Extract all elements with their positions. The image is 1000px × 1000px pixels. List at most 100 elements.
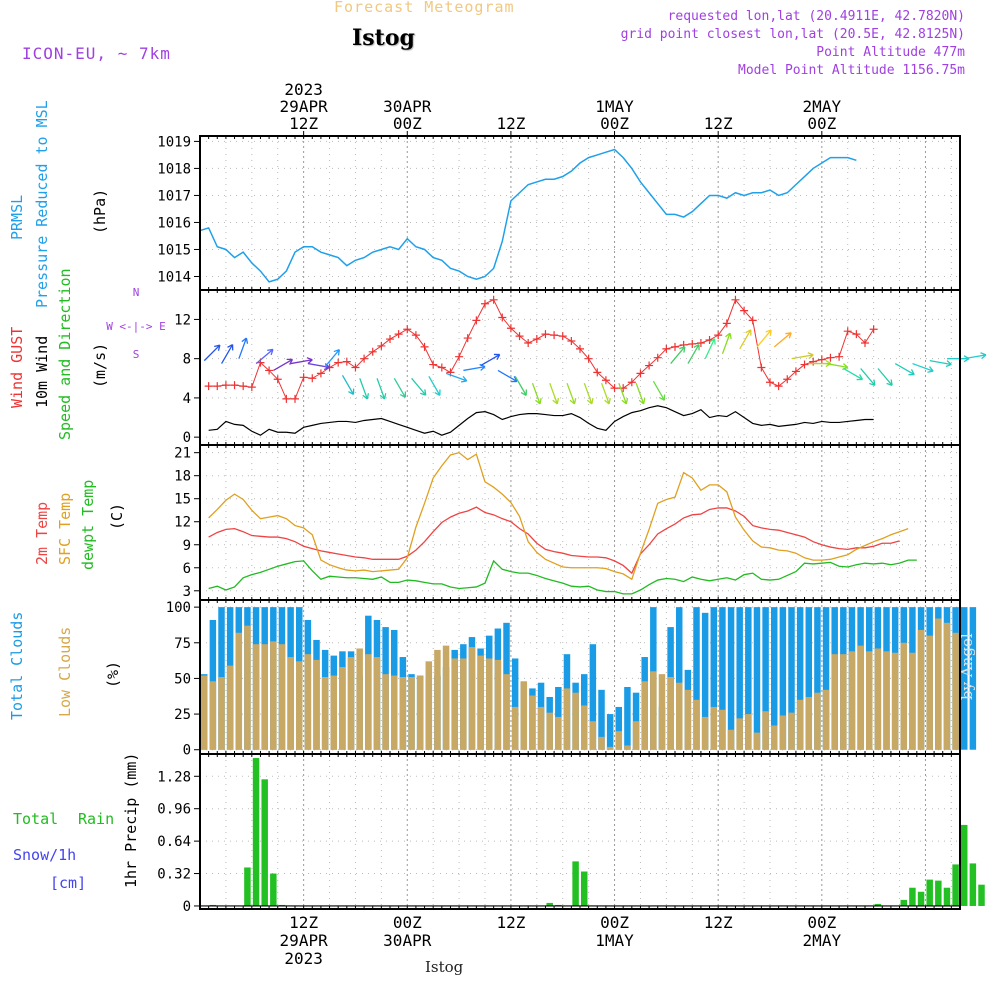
low-cloud-bar: [701, 716, 709, 750]
low-cloud-bar: [658, 674, 666, 750]
wind-direction-arrow: [411, 377, 427, 396]
wind-direction-arrow: [600, 382, 611, 405]
gust-marker: [791, 367, 800, 376]
gust-line: [208, 298, 875, 400]
compass-south: S: [133, 348, 140, 361]
wind-direction-arrow: [428, 376, 441, 396]
gust-marker: [368, 347, 377, 356]
low-cloud-bar: [641, 681, 648, 750]
gust-marker: [714, 331, 723, 340]
wind-line: [208, 405, 874, 436]
rain-bar: [935, 880, 942, 906]
gust-marker: [515, 332, 524, 341]
y-tick-label: 3: [183, 584, 191, 600]
product-title: Forecast Meteogram: [334, 0, 515, 16]
gust-marker: [800, 360, 809, 369]
low-cloud-bar: [563, 688, 571, 750]
wind-direction-arrow: [376, 378, 387, 400]
time-label-bottom: 00Z: [807, 913, 836, 932]
wind-direction-arrow: [255, 348, 274, 365]
low-cloud-bar: [555, 716, 562, 750]
gust-marker: [351, 363, 360, 372]
rain-bar: [270, 873, 277, 906]
total-cloud-bar: [511, 658, 519, 750]
pressure-label: Pressure Reduced to MSL: [33, 100, 51, 308]
low-cloud-bar: [589, 721, 597, 750]
gust-marker: [869, 325, 878, 334]
low-cloud-bar: [883, 651, 890, 750]
gust-marker: [766, 378, 774, 387]
total-cloud-bar: [719, 607, 726, 750]
gust-marker: [567, 337, 576, 346]
total-cloud-bar: [779, 607, 787, 750]
low-cloud-bar: [218, 677, 225, 750]
gust-marker: [627, 378, 636, 387]
gust-marker: [506, 324, 515, 333]
wind-direction-arrow: [618, 382, 629, 405]
low-cloud-bar: [425, 661, 433, 750]
wind-direction-arrow: [307, 362, 331, 371]
wind-direction-arrow: [721, 332, 732, 354]
low-cloud-bar: [874, 648, 882, 750]
y-tick-label: 21: [174, 446, 191, 462]
compass-east-west: W <-|-> E: [106, 320, 166, 333]
temp-unit-label: (C): [108, 503, 126, 530]
requested-coords: requested lon,lat (20.4911E, 42.7820N): [667, 9, 965, 24]
time-label-top: 2MAY: [803, 97, 842, 116]
gust-marker: [774, 382, 783, 391]
low-cloud-bar: [857, 645, 864, 750]
gust-marker: [835, 352, 844, 361]
rain-bar: [917, 891, 925, 906]
low-cloud-bar: [442, 645, 450, 750]
time-label-top: 2023: [284, 80, 323, 99]
low-cloud-bar: [572, 692, 579, 750]
low-cloud-bar: [235, 632, 243, 750]
y-tick-label: 1015: [157, 242, 191, 258]
rain-bar: [952, 864, 959, 906]
y-tick-label: 12: [174, 312, 191, 328]
gust-marker: [817, 355, 826, 364]
low-cloud-bar: [546, 712, 553, 750]
low-cloud-bar: [209, 681, 217, 750]
low-cloud-bar: [261, 644, 268, 750]
low-cloud-bar: [632, 721, 640, 750]
wind-direction-arrow: [324, 349, 341, 367]
wind-direction-arrow: [238, 337, 249, 359]
y-tick-label: 50: [174, 671, 191, 687]
wind-label: 10m Wind: [33, 336, 51, 408]
low-cloud-bar: [460, 658, 467, 750]
total-cloud-bar: [796, 607, 804, 750]
time-label-top: 00Z: [393, 114, 422, 133]
wind-direction-arrow: [445, 372, 468, 383]
y-tick-label: 8: [183, 352, 191, 368]
low-cloud-bar: [935, 618, 942, 750]
low-cloud-bar: [468, 647, 476, 750]
gust-marker: [221, 381, 230, 390]
gust-marker: [437, 363, 446, 372]
total-cloud-bar: [589, 644, 597, 750]
total-cloud-bar: [676, 607, 683, 750]
wind-dir-label: Speed and Direction: [56, 268, 74, 440]
wind-direction-arrow: [221, 343, 234, 364]
gust-marker: [299, 373, 308, 382]
station-title: Istog: [352, 25, 415, 51]
gust-marker: [342, 357, 351, 366]
low-cloud-bar: [494, 659, 502, 750]
rain-bar: [900, 899, 908, 906]
y-tick-label: 18: [174, 469, 191, 485]
wind-direction-arrow: [359, 378, 370, 400]
wind-direction-arrow: [566, 382, 577, 405]
y-tick-label: 4: [183, 391, 191, 407]
gust-marker: [377, 341, 386, 350]
wind-direction-arrow: [894, 363, 915, 376]
y-tick-label: 12: [174, 515, 191, 531]
gust-marker: [610, 384, 619, 393]
gust-marker: [429, 360, 438, 369]
low-cloud-bar: [814, 692, 821, 750]
low-cloud-bar: [226, 665, 234, 750]
gust-marker: [230, 381, 239, 390]
gust-marker: [601, 376, 610, 385]
low-cloud-bar: [477, 655, 484, 750]
gust-marker: [861, 338, 869, 347]
wind-direction-arrow: [583, 382, 594, 405]
